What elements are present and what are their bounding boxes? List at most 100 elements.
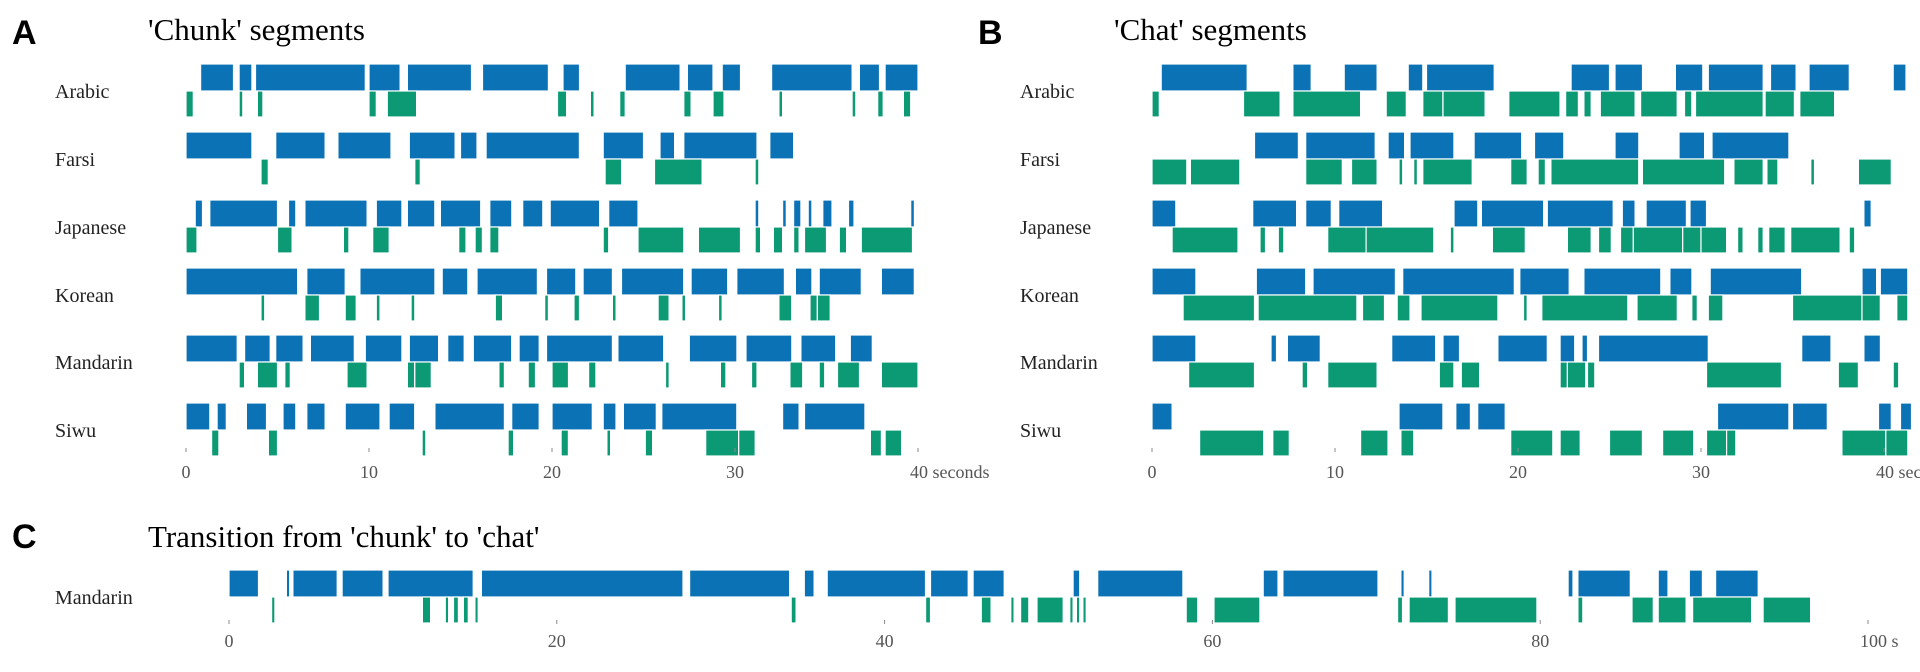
x-tick-label-a-3: 30	[726, 462, 744, 482]
segment-top-siwu-b-1	[1398, 402, 1444, 431]
segment-top-farsi-a-9	[769, 131, 795, 160]
segment-bottom-korean-a-5	[494, 294, 504, 322]
segment-top-japanese-b-9	[1689, 199, 1708, 228]
segment-top-siwu-b-7	[1899, 402, 1913, 431]
segment-bottom-mandarin-c-3	[452, 596, 460, 624]
segment-top-japanese-b-3	[1338, 199, 1384, 228]
segment-top-siwu-a-12	[661, 402, 738, 431]
segment-bottom-arabic-b-3	[1385, 90, 1407, 118]
segment-bottom-farsi-b-3	[1350, 158, 1378, 186]
segment-bottom-mandarin-a-11	[719, 361, 727, 389]
segment-bottom-siwu-b-3	[1400, 429, 1415, 457]
segment-bottom-japanese-b-16	[1790, 226, 1841, 254]
segment-bottom-siwu-a-8	[738, 429, 756, 457]
segment-top-farsi-a-5	[485, 131, 581, 160]
segment-top-korean-a-9	[736, 267, 785, 296]
segment-bottom-korean-a-11	[717, 294, 723, 322]
segment-top-japanese-a-17	[910, 199, 916, 228]
segment-top-siwu-a-5	[344, 402, 381, 431]
segment-top-siwu-b-6	[1877, 402, 1892, 431]
segment-bottom-mandarin-a-5	[414, 361, 432, 389]
segment-bottom-mandarin-b-5	[1559, 361, 1568, 389]
segment-top-mandarin-a-4	[364, 334, 403, 363]
segment-bottom-siwu-a-4	[560, 429, 569, 457]
row-label-farsi-a: Farsi	[55, 149, 95, 171]
segment-top-arabic-b-5	[1570, 63, 1611, 92]
segment-top-mandarin-b-5	[1497, 334, 1548, 363]
segment-top-arabic-b-1	[1292, 63, 1312, 92]
segment-bottom-arabic-a-6	[589, 90, 595, 118]
segment-bottom-arabic-a-13	[902, 90, 912, 118]
segment-top-mandarin-a-0	[185, 334, 238, 363]
x-tick-label-a-0: 0	[182, 462, 191, 482]
segment-top-mandarin-c-13	[1262, 569, 1279, 598]
segment-top-siwu-b-4	[1716, 402, 1790, 431]
segment-bottom-japanese-b-14	[1757, 226, 1764, 254]
segment-top-korean-a-2	[359, 267, 436, 296]
segment-top-mandarin-a-13	[800, 334, 837, 363]
x-tick-label-c-1: 20	[548, 631, 566, 651]
segment-top-arabic-a-0	[200, 63, 235, 92]
segment-top-korean-b-9	[1879, 267, 1909, 296]
segment-bottom-japanese-b-12	[1700, 226, 1728, 254]
segment-bottom-mandarin-c-2	[444, 596, 450, 624]
segment-top-korean-a-7	[620, 267, 685, 296]
segment-bottom-japanese-a-13	[803, 226, 828, 254]
row-label-japanese-a: Japanese	[55, 217, 126, 239]
segment-top-arabic-a-12	[884, 63, 919, 92]
segment-top-mandarin-c-21	[1714, 569, 1759, 598]
segment-top-mandarin-c-17	[1567, 569, 1574, 598]
segment-bottom-japanese-b-15	[1768, 226, 1786, 254]
segment-bottom-arabic-a-1	[238, 90, 244, 118]
segment-bottom-mandarin-c-12	[1069, 596, 1074, 624]
segment-top-siwu-b-3	[1477, 402, 1506, 431]
segment-top-japanese-b-5	[1480, 199, 1545, 228]
segment-bottom-farsi-a-2	[604, 158, 623, 186]
segment-top-mandarin-b-6	[1559, 334, 1576, 363]
segment-bottom-korean-b-2	[1361, 294, 1386, 322]
segment-top-mandarin-b-10	[1863, 334, 1882, 363]
segment-bottom-farsi-b-0	[1151, 158, 1188, 186]
segment-bottom-farsi-b-6	[1422, 158, 1473, 186]
segment-top-siwu-a-4	[306, 402, 326, 431]
segment-top-korean-a-11	[818, 267, 862, 296]
segment-bottom-mandarin-c-18	[1408, 596, 1449, 624]
segment-bottom-arabic-b-9	[1599, 90, 1636, 118]
segment-bottom-arabic-a-8	[683, 90, 692, 118]
segment-top-mandarin-c-16	[1428, 569, 1433, 598]
segment-top-siwu-a-13	[781, 402, 800, 431]
panel-letter-c: C	[12, 518, 37, 556]
segment-top-mandarin-c-5	[480, 569, 684, 598]
segment-bottom-farsi-a-3	[653, 158, 703, 186]
segment-bottom-siwu-b-0	[1198, 429, 1265, 457]
segment-top-arabic-b-3	[1407, 63, 1424, 92]
segment-top-mandarin-c-10	[972, 569, 1005, 598]
x-tick-label-c-3: 60	[1203, 631, 1221, 651]
segment-top-japanese-a-12	[781, 199, 787, 228]
segment-top-korean-a-6	[582, 267, 613, 296]
segment-bottom-farsi-a-4	[754, 158, 760, 186]
segment-top-japanese-b-4	[1453, 199, 1479, 228]
segment-top-mandarin-a-6	[447, 334, 465, 363]
segment-top-farsi-a-0	[185, 131, 253, 160]
segment-bottom-mandarin-b-3	[1438, 361, 1455, 389]
segment-top-mandarin-c-8	[826, 569, 927, 598]
segment-bottom-mandarin-c-13	[1075, 596, 1081, 624]
segment-top-mandarin-a-9	[545, 334, 614, 363]
segment-top-mandarin-b-4	[1442, 334, 1461, 363]
segment-bottom-japanese-a-9	[697, 226, 742, 254]
segment-bottom-korean-b-8	[1691, 294, 1698, 322]
segment-top-mandarin-a-3	[309, 334, 355, 363]
segment-top-siwu-a-2	[245, 402, 268, 431]
segment-bottom-mandarin-a-3	[346, 361, 368, 389]
segment-bottom-mandarin-a-10	[664, 361, 670, 389]
segment-bottom-mandarin-c-22	[1657, 596, 1687, 624]
segment-top-japanese-b-8	[1645, 199, 1687, 228]
x-tick-label-a-2: 20	[543, 462, 561, 482]
segment-top-farsi-b-6	[1614, 131, 1640, 160]
segment-bottom-japanese-b-13	[1736, 226, 1744, 254]
segment-bottom-mandarin-b-2	[1327, 361, 1378, 389]
segment-top-japanese-a-9	[549, 199, 601, 228]
row-label-arabic-a: Arabic	[55, 81, 110, 103]
